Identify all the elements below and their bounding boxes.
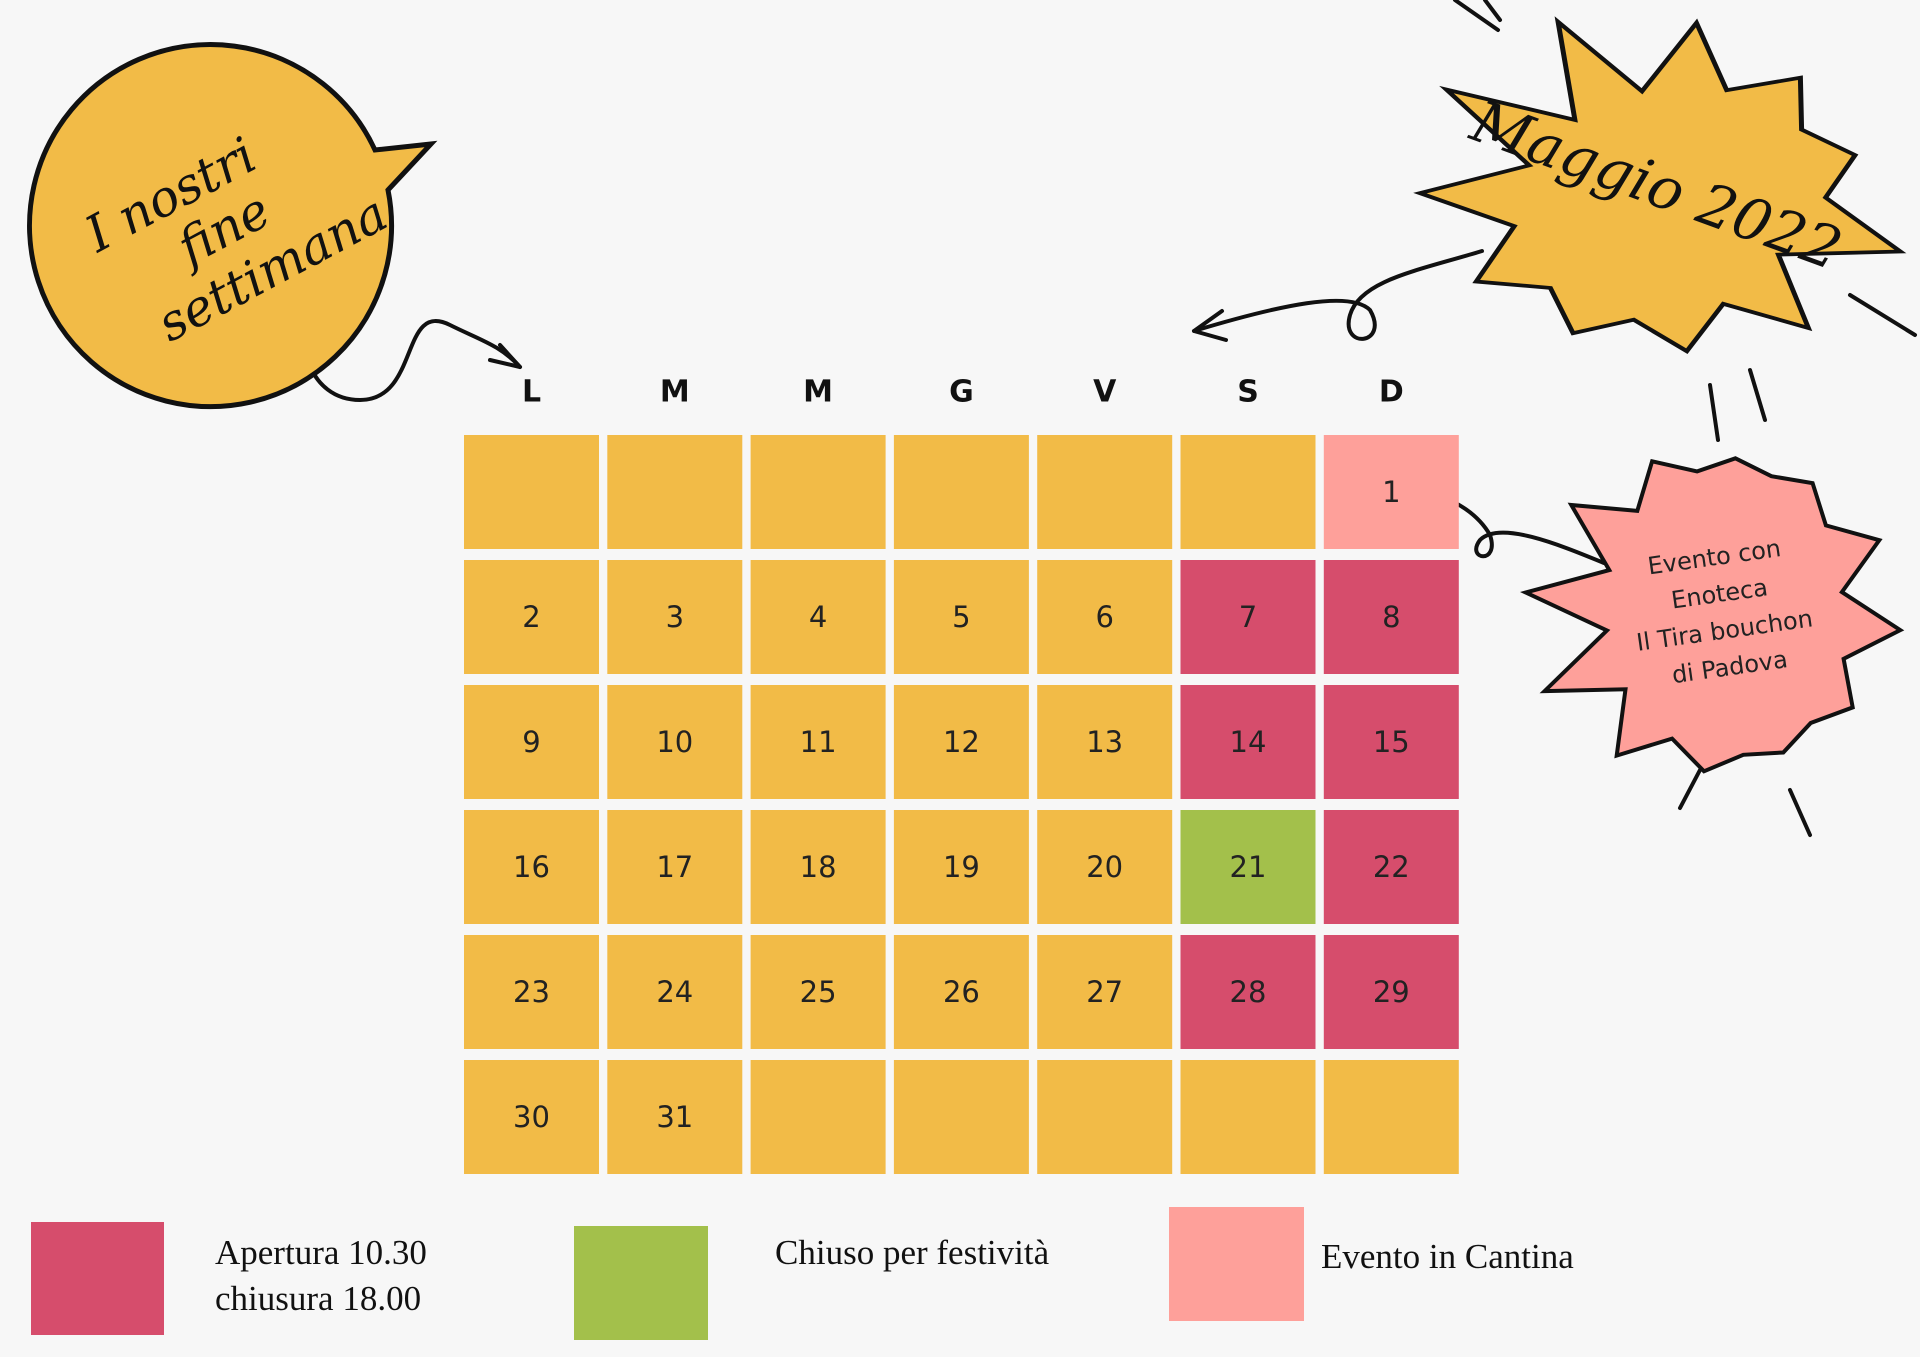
day-number: 10 [656, 725, 693, 759]
day-cell [1323, 810, 1459, 924]
day-cell [1037, 560, 1173, 674]
speech-bubble [27, 42, 438, 410]
day-number: 13 [1086, 725, 1123, 759]
day-cell [607, 685, 743, 799]
day-cell [1323, 685, 1459, 799]
day-number: 6 [1095, 600, 1113, 634]
day-cell [1180, 1060, 1316, 1174]
arrow-head [1192, 309, 1228, 342]
day-cell [464, 435, 599, 549]
arrow [1192, 249, 1484, 341]
event-burst [1519, 456, 1905, 774]
day-cell [1180, 685, 1316, 799]
weekday: V [1093, 375, 1117, 410]
day-cell [1323, 1060, 1459, 1174]
day-number: 23 [513, 975, 550, 1009]
day-number: 29 [1373, 975, 1410, 1009]
day-cell [1037, 935, 1173, 1049]
weekday: S [1237, 375, 1259, 410]
day-cell [607, 810, 743, 924]
day-number: 3 [666, 600, 684, 634]
legend-label: Apertura 10.30 [215, 1233, 427, 1272]
day-cell [464, 935, 599, 1049]
day-number: 7 [1239, 600, 1257, 634]
day-cell [607, 560, 743, 674]
day-number: 25 [800, 975, 837, 1009]
day-cell [607, 435, 743, 549]
day-cell [464, 560, 599, 674]
weekday: D [1379, 375, 1404, 410]
legend-label: Evento in Cantina [1321, 1237, 1574, 1276]
day-cell [1180, 435, 1316, 549]
day-number: 17 [656, 850, 693, 884]
day-cell [893, 810, 1029, 924]
day-number: 18 [800, 850, 837, 884]
day-cell [893, 935, 1029, 1049]
day-number: 26 [943, 975, 980, 1009]
day-number: 8 [1382, 600, 1400, 634]
day-number: 30 [513, 1100, 550, 1134]
day-number: 21 [1230, 850, 1267, 884]
day-number: 12 [943, 725, 980, 759]
legend-swatch [31, 1222, 164, 1335]
legend-label: Chiuso per festività [775, 1233, 1050, 1272]
day-cell [1037, 810, 1173, 924]
day-cell [464, 685, 599, 799]
day-cell [1180, 560, 1316, 674]
day-cell [750, 810, 886, 924]
day-cell [1037, 1060, 1173, 1174]
day-cell [464, 1060, 599, 1174]
day-cell [750, 1060, 886, 1174]
weekday: M [803, 375, 833, 410]
day-number: 16 [513, 850, 550, 884]
day-number: 5 [952, 600, 970, 634]
day-number: 28 [1230, 975, 1267, 1009]
day-number: 4 [809, 600, 827, 634]
day-cell [893, 685, 1029, 799]
day-cell [1323, 560, 1459, 674]
legend-swatch [574, 1226, 708, 1340]
weekday: G [949, 375, 974, 410]
day-number: 14 [1230, 725, 1267, 759]
day-cell [1323, 935, 1459, 1049]
day-cell [750, 435, 886, 549]
day-cell [750, 935, 886, 1049]
day-cell [1037, 435, 1173, 549]
legend-label: chiusura 18.00 [215, 1279, 421, 1318]
day-cell [750, 560, 886, 674]
day-cell [893, 560, 1029, 674]
legend-swatch [1169, 1207, 1304, 1321]
day-cell [893, 435, 1029, 549]
day-number: 19 [943, 850, 980, 884]
day-cell [464, 810, 599, 924]
title-burst [1413, 16, 1907, 354]
day-number: 1 [1382, 475, 1400, 509]
day-cell [1180, 810, 1316, 924]
day-cell [607, 1060, 743, 1174]
day-number: 9 [522, 725, 540, 759]
day-cell [1323, 435, 1459, 549]
day-cell [893, 1060, 1029, 1174]
day-number: 15 [1373, 725, 1410, 759]
day-number: 20 [1086, 850, 1123, 884]
day-number: 31 [656, 1100, 693, 1134]
day-number: 11 [800, 725, 837, 759]
arrow-head [488, 343, 522, 369]
day-number: 2 [522, 600, 540, 634]
decoration [1453, 0, 1917, 837]
weekday: M [660, 375, 690, 410]
weekday: L [522, 375, 541, 410]
day-cell [750, 685, 886, 799]
day-cell [1037, 685, 1173, 799]
day-number: 27 [1086, 975, 1123, 1009]
day-number: 24 [656, 975, 693, 1009]
day-number: 22 [1373, 850, 1410, 884]
day-cell [607, 935, 743, 1049]
day-cell [1180, 935, 1316, 1049]
